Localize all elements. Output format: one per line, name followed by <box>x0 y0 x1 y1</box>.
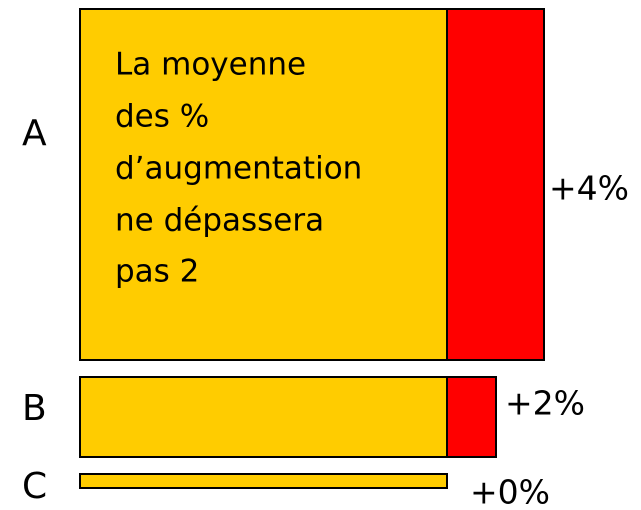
note-line: ne dépassera <box>115 203 324 239</box>
base-block <box>79 473 448 489</box>
increase-label: +0% <box>470 473 550 510</box>
note-line: La moyenne <box>115 47 306 83</box>
note-line: des % <box>115 99 209 135</box>
note-line: d’augmentation <box>115 151 362 187</box>
base-block <box>79 376 448 458</box>
row-label: C <box>22 466 47 507</box>
increase-label: +2% <box>505 384 585 423</box>
increase-label: +4% <box>549 169 629 208</box>
row-label: A <box>22 113 47 154</box>
base-block <box>79 8 448 361</box>
note-line: pas 2 <box>115 254 199 290</box>
increase-block <box>446 376 497 458</box>
row-label: B <box>22 388 47 429</box>
increase-block <box>446 8 545 361</box>
